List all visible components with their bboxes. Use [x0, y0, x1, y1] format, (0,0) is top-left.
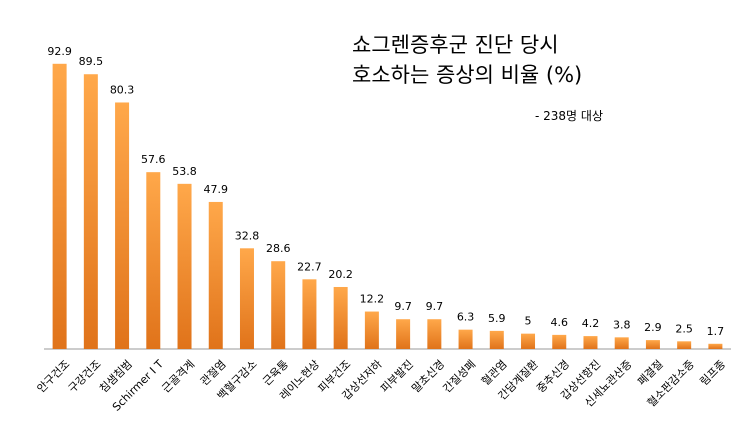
data-label: 12.2: [360, 293, 385, 306]
data-label: 32.8: [235, 229, 260, 242]
data-label: 92.9: [47, 45, 72, 58]
data-label: 2.5: [675, 322, 693, 335]
data-label: 9.7: [426, 300, 444, 313]
data-label: 4.6: [551, 316, 569, 329]
bar: [271, 261, 286, 349]
chart-title: 호소하는 증상의 비율 (%): [352, 63, 582, 87]
bar: [302, 279, 317, 349]
x-tick-label: 근골격계: [159, 358, 197, 396]
bar: [458, 329, 473, 349]
bar: [208, 201, 223, 349]
x-tick-label: 말초신경: [409, 358, 447, 396]
x-tick-label: 안구건조: [35, 358, 73, 396]
data-label: 89.5: [79, 55, 104, 68]
data-label: 6.3: [457, 311, 475, 324]
data-label: 28.6: [266, 242, 291, 255]
bar: [521, 333, 536, 349]
data-label: 80.3: [110, 83, 135, 96]
x-tick-label: 피부발진: [378, 358, 416, 396]
data-label: 1.7: [707, 325, 725, 338]
data-label: 57.6: [141, 153, 166, 166]
bar: [239, 248, 254, 349]
bar: [177, 183, 192, 349]
bar: [708, 343, 723, 349]
bar: [83, 74, 98, 350]
data-label: 53.8: [172, 165, 197, 178]
chart-subtitle: - 238명 대상: [535, 109, 603, 123]
x-tick-label: 구강건조: [66, 358, 104, 396]
chart-title: 쇼그렌증후군 진단 당시: [352, 33, 559, 57]
bar: [583, 336, 598, 349]
x-tick-label: 간질성폐: [441, 358, 479, 396]
data-label: 2.9: [644, 321, 662, 334]
bar: [614, 337, 629, 349]
x-tick-label: 림프종: [697, 358, 728, 389]
data-label: 9.7: [394, 300, 412, 313]
data-label: 20.2: [328, 268, 353, 281]
bar: [677, 341, 692, 349]
bar: [489, 330, 504, 349]
bar: [396, 319, 411, 349]
bar: [52, 63, 67, 350]
data-label: 5: [525, 315, 532, 328]
bar: [427, 319, 442, 349]
bar: [552, 334, 567, 349]
bar: [333, 286, 348, 349]
bar: [645, 340, 660, 349]
data-label: 22.7: [297, 260, 322, 273]
data-label: 5.9: [488, 312, 506, 325]
data-label: 3.8: [613, 318, 631, 331]
bar: [146, 172, 161, 349]
bar: [115, 102, 130, 349]
bar: [364, 311, 379, 349]
data-label: 47.9: [204, 183, 229, 196]
data-label: 4.2: [582, 317, 600, 330]
